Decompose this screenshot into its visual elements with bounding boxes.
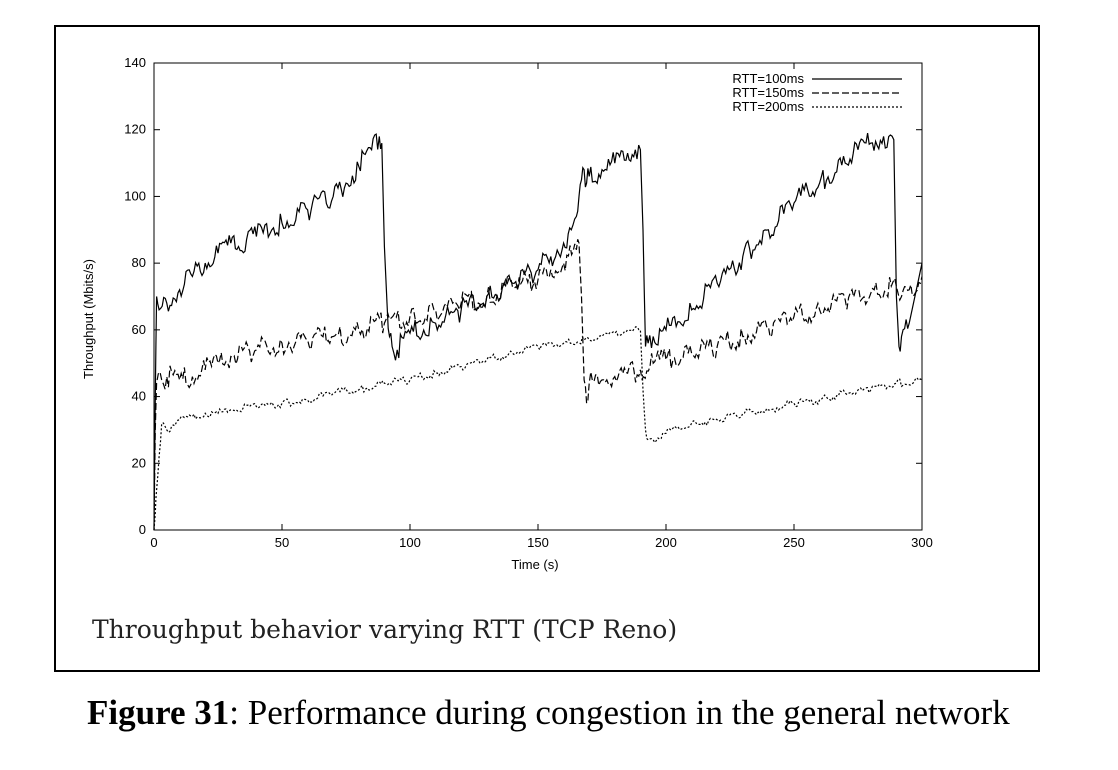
x-tick-label: 250	[783, 535, 805, 550]
figure-caption-text: : Performance during congestion in the g…	[229, 693, 1010, 732]
series-line-rtt-200ms	[153, 326, 923, 531]
x-tick-label: 300	[911, 535, 933, 550]
y-tick-label: 120	[124, 122, 146, 137]
figure-frame: 0 50 100 150 200 250 300 0 20 40 60 80 100 120 140 RTT…	[54, 25, 1040, 672]
figure-caption: Figure 31: Performance during congestion…	[87, 693, 1077, 733]
figure-number: Figure 31	[87, 693, 230, 732]
series-line-rtt-150ms	[153, 239, 923, 531]
x-tick-label: 100	[399, 535, 421, 550]
x-tick-label: 50	[275, 535, 289, 550]
y-tick-label: 140	[124, 55, 146, 70]
y-tick-label: 80	[132, 255, 146, 270]
x-tick-label: 0	[150, 535, 157, 550]
x-tick-label: 200	[655, 535, 677, 550]
legend-label: RTT=200ms	[732, 99, 804, 114]
throughput-chart: 0 50 100 150 200 250 300 0 20 40 60 80 100 120 140 RTT…	[81, 55, 933, 572]
series-line-rtt-100ms	[153, 133, 923, 531]
x-tick-label: 150	[527, 535, 549, 550]
legend-label: RTT=100ms	[732, 71, 804, 86]
y-axis-label: Throughput (Mbits/s)	[81, 259, 96, 379]
y-tick-label: 0	[139, 522, 146, 537]
y-tick-label: 20	[132, 455, 146, 470]
plot-border	[153, 62, 923, 531]
x-axis-label: Time (s)	[511, 557, 558, 572]
chart-inner-title: Throughput behavior varying RTT (TCP Ren…	[92, 615, 678, 644]
y-tick-label: 60	[132, 322, 146, 337]
y-tick-label: 100	[124, 188, 146, 203]
y-tick-label: 40	[132, 389, 146, 404]
legend-label: RTT=150ms	[732, 85, 804, 100]
